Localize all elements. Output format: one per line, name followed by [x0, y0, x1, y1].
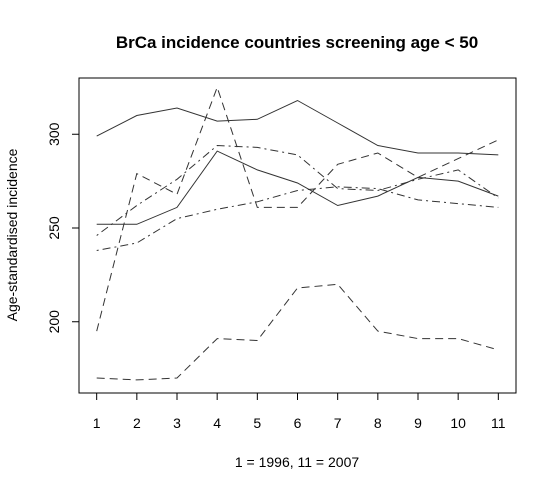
x-axis: 1 2 3 4 5 6 7 8 9 10 11: [93, 392, 506, 431]
x-tick-label: 7: [334, 415, 342, 431]
y-tick-label: 300: [46, 122, 62, 146]
x-tick-label: 6: [294, 415, 302, 431]
y-axis-label: Age-standardised incidence: [4, 148, 20, 321]
x-tick-label: 3: [173, 415, 181, 431]
series-layer: [96, 85, 499, 381]
x-tick-label: 1: [93, 415, 101, 431]
series-line-2: [96, 150, 499, 225]
x-tick-label: 10: [450, 415, 466, 431]
x-tick-label: 8: [374, 415, 382, 431]
x-tick-label: 5: [253, 415, 261, 431]
x-tick-label: 4: [213, 415, 221, 431]
series-line-1: [96, 99, 499, 156]
series-line-5: [96, 144, 499, 236]
series-line-4: [96, 283, 499, 381]
y-axis: 200 250 300: [46, 122, 80, 334]
series-line-6: [96, 186, 499, 251]
x-tick-label: 9: [414, 415, 422, 431]
y-tick-label: 250: [46, 216, 62, 240]
series-line-3: [96, 85, 499, 332]
x-axis-label: 1 = 1996, 11 = 2007: [235, 454, 360, 470]
x-tick-label: 2: [133, 415, 141, 431]
x-tick-label: 11: [491, 415, 506, 431]
chart-title: BrCa incidence countries screening age <…: [116, 33, 478, 52]
y-tick-label: 200: [46, 310, 62, 334]
